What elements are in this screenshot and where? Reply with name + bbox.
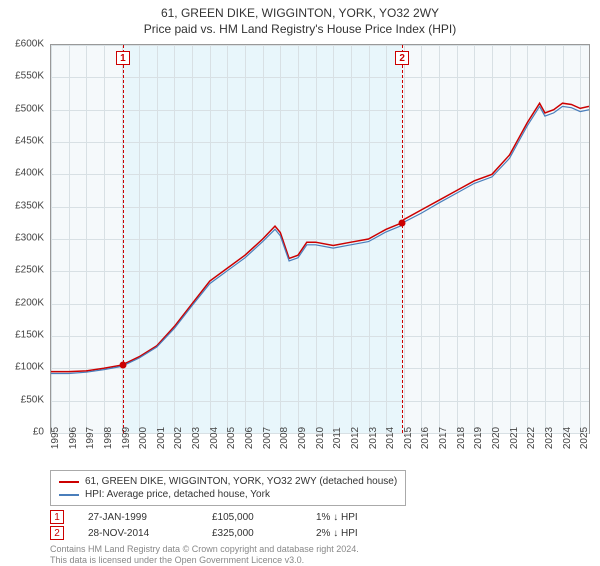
x-tick-label: 2006 <box>244 427 255 449</box>
y-tick-label: £150K <box>15 330 44 341</box>
x-axis: 1995199619971998199920002001200220032004… <box>50 434 590 462</box>
y-tick-label: £0 <box>33 427 44 438</box>
x-tick-label: 1996 <box>68 427 79 449</box>
legend-row-1: 61, GREEN DIKE, WIGGINTON, YORK, YO32 2W… <box>59 475 397 488</box>
chart-plot-area: 12 <box>50 44 590 434</box>
x-tick-label: 2003 <box>191 427 202 449</box>
marker-table-row: 2 28-NOV-2014 £325,000 2% ↓ HPI <box>50 526 590 540</box>
x-tick-label: 2000 <box>138 427 149 449</box>
x-tick-label: 2025 <box>579 427 590 449</box>
marker-dot <box>399 219 406 226</box>
marker-badge: 1 <box>116 51 130 65</box>
y-tick-label: £350K <box>15 200 44 211</box>
x-tick-label: 2015 <box>403 427 414 449</box>
marker-table-badge: 2 <box>50 526 64 540</box>
x-tick-label: 2005 <box>226 427 237 449</box>
y-axis: £0£50K£100K£150K£200K£250K£300K£350K£400… <box>0 44 48 434</box>
x-tick-label: 2023 <box>544 427 555 449</box>
y-tick-label: £500K <box>15 103 44 114</box>
title-line1: 61, GREEN DIKE, WIGGINTON, YORK, YO32 2W… <box>0 6 600 22</box>
legend-row-2: HPI: Average price, detached house, York <box>59 488 397 501</box>
x-tick-label: 2016 <box>420 427 431 449</box>
title-line2: Price paid vs. HM Land Registry's House … <box>0 22 600 38</box>
marker-line <box>402 45 403 433</box>
footer-attribution: Contains HM Land Registry data © Crown c… <box>50 544 590 566</box>
marker-delta: 2% ↓ HPI <box>316 528 358 539</box>
footer-line2: This data is licensed under the Open Gov… <box>50 555 590 566</box>
marker-price: £325,000 <box>212 528 292 539</box>
y-tick-label: £450K <box>15 136 44 147</box>
marker-date: 28-NOV-2014 <box>88 528 188 539</box>
line-series <box>51 45 589 433</box>
series-legend: 61, GREEN DIKE, WIGGINTON, YORK, YO32 2W… <box>50 470 406 506</box>
marker-date: 27-JAN-1999 <box>88 512 188 523</box>
x-tick-label: 2008 <box>279 427 290 449</box>
x-tick-label: 2002 <box>173 427 184 449</box>
markers-table: 1 27-JAN-1999 £105,000 1% ↓ HPI 2 28-NOV-2014… <box>50 510 590 540</box>
x-tick-label: 2019 <box>473 427 484 449</box>
x-tick-label: 2013 <box>368 427 379 449</box>
legend-swatch-1 <box>59 481 79 483</box>
legend-swatch-2 <box>59 494 79 496</box>
legend-label-1: 61, GREEN DIKE, WIGGINTON, YORK, YO32 2W… <box>85 476 397 487</box>
x-tick-label: 2022 <box>526 427 537 449</box>
x-tick-label: 2017 <box>438 427 449 449</box>
x-tick-label: 2004 <box>209 427 220 449</box>
x-tick-label: 2012 <box>350 427 361 449</box>
y-tick-label: £200K <box>15 297 44 308</box>
x-tick-label: 2020 <box>491 427 502 449</box>
footer-line1: Contains HM Land Registry data © Crown c… <box>50 544 590 555</box>
x-tick-label: 2009 <box>297 427 308 449</box>
y-tick-label: £600K <box>15 39 44 50</box>
series-line <box>51 106 589 373</box>
y-tick-label: £550K <box>15 71 44 82</box>
y-tick-label: £400K <box>15 168 44 179</box>
x-tick-label: 1999 <box>121 427 132 449</box>
marker-badge: 2 <box>395 51 409 65</box>
x-tick-label: 2010 <box>315 427 326 449</box>
marker-line <box>123 45 124 433</box>
y-tick-label: £50K <box>21 394 44 405</box>
x-tick-label: 2014 <box>385 427 396 449</box>
x-tick-label: 1995 <box>50 427 61 449</box>
y-tick-label: £100K <box>15 362 44 373</box>
x-tick-label: 2018 <box>456 427 467 449</box>
x-tick-label: 2024 <box>562 427 573 449</box>
marker-table-badge: 1 <box>50 510 64 524</box>
y-tick-label: £300K <box>15 233 44 244</box>
x-tick-label: 2011 <box>332 427 343 449</box>
legend-area: 61, GREEN DIKE, WIGGINTON, YORK, YO32 2W… <box>50 470 590 566</box>
x-tick-label: 2001 <box>156 427 167 449</box>
legend-label-2: HPI: Average price, detached house, York <box>85 489 270 500</box>
marker-price: £105,000 <box>212 512 292 523</box>
x-tick-label: 2021 <box>509 427 520 449</box>
x-tick-label: 2007 <box>262 427 273 449</box>
x-tick-label: 1998 <box>103 427 114 449</box>
marker-table-row: 1 27-JAN-1999 £105,000 1% ↓ HPI <box>50 510 590 524</box>
y-tick-label: £250K <box>15 265 44 276</box>
x-tick-label: 1997 <box>85 427 96 449</box>
series-line <box>51 103 589 371</box>
marker-dot <box>119 362 126 369</box>
chart-title: 61, GREEN DIKE, WIGGINTON, YORK, YO32 2W… <box>0 0 600 37</box>
marker-delta: 1% ↓ HPI <box>316 512 358 523</box>
